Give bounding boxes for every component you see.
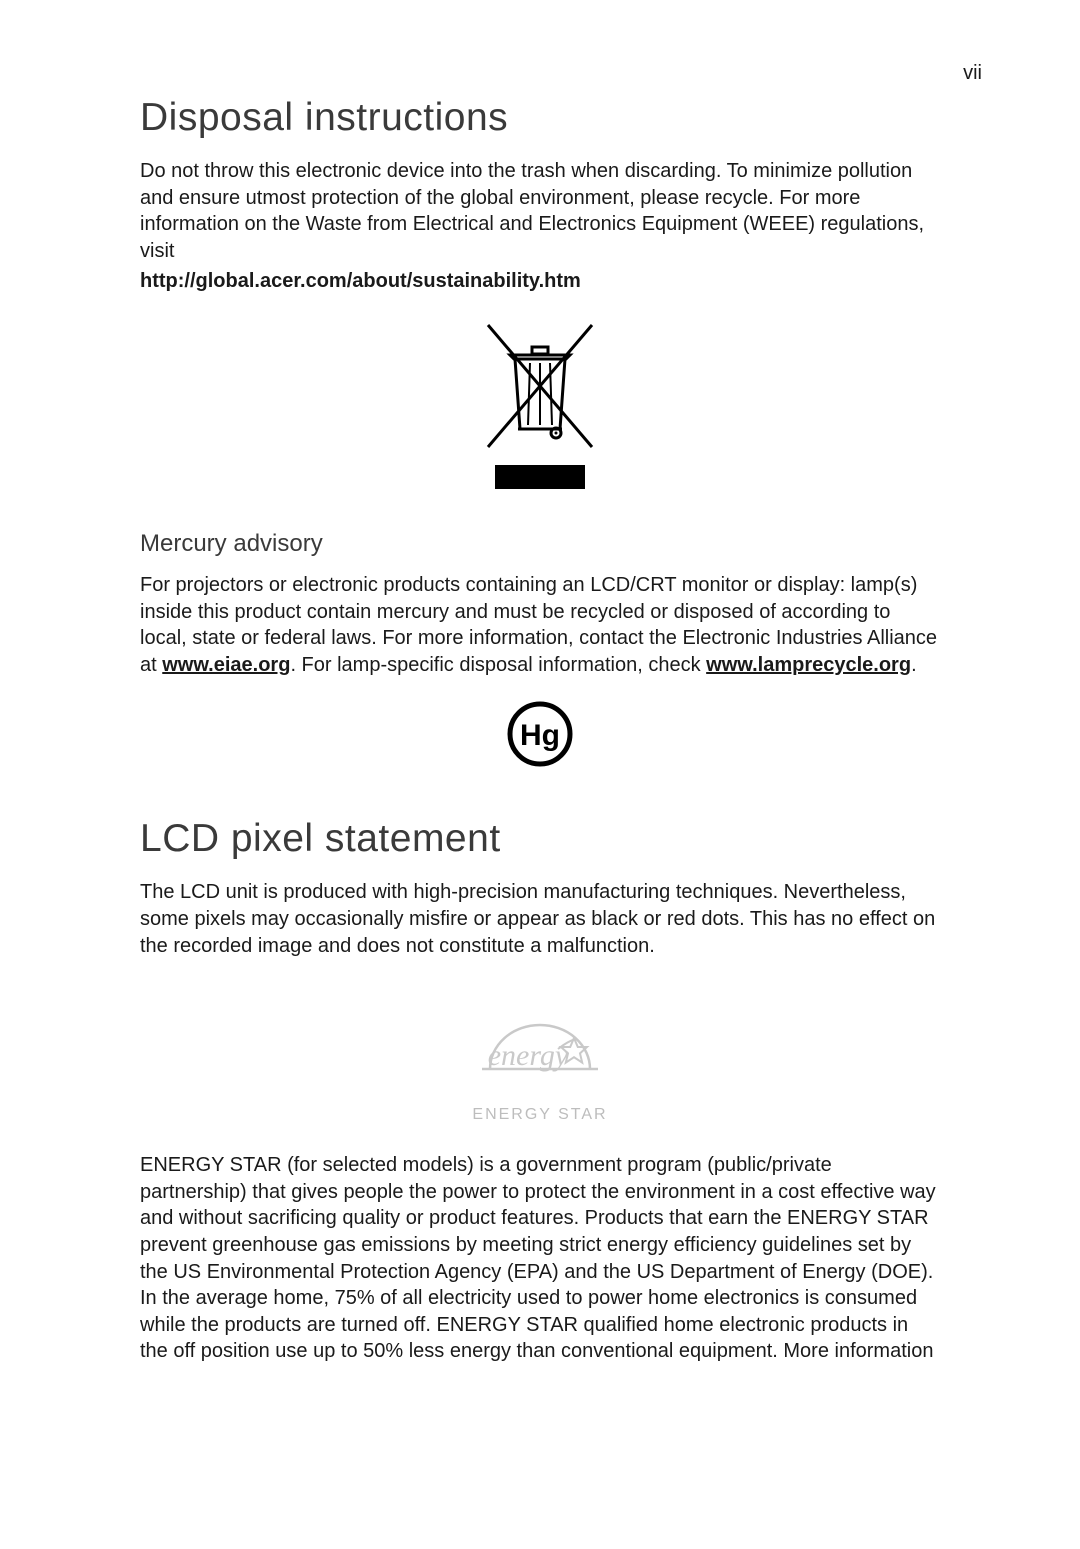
- disposal-paragraph: Do not throw this electronic device into…: [140, 158, 940, 264]
- mercury-text-b: . For lamp-specific disposal information…: [290, 654, 706, 676]
- energy-star-paragraph: ENERGY STAR (for selected models) is a g…: [140, 1152, 940, 1365]
- heading-disposal: Disposal instructions: [140, 96, 940, 140]
- heading-mercury: Mercury advisory: [140, 530, 940, 558]
- energy-star-icon: energy ENERGY STAR: [140, 1007, 940, 1124]
- energy-star-label: ENERGY STAR: [140, 1106, 940, 1124]
- hg-label: Hg: [520, 719, 560, 752]
- disposal-url: http://global.acer.com/about/sustainabil…: [140, 268, 940, 295]
- hg-mercury-icon: Hg: [140, 696, 940, 777]
- energy-script: energy: [488, 1039, 569, 1072]
- page-number: vii: [963, 62, 982, 85]
- eiae-link: www.eiae.org: [162, 654, 290, 676]
- lamprecycle-link: www.lamprecycle.org: [706, 654, 911, 676]
- lcd-paragraph: The LCD unit is produced with high-preci…: [140, 879, 940, 959]
- heading-lcd: LCD pixel statement: [140, 817, 940, 861]
- mercury-text-c: .: [911, 654, 917, 676]
- mercury-paragraph: For projectors or electronic products co…: [140, 572, 940, 678]
- weee-bin-icon: [140, 307, 940, 502]
